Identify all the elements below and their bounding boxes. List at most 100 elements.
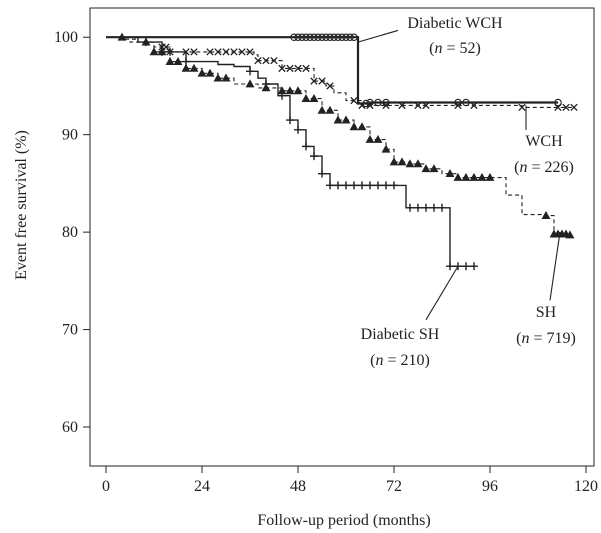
data-point (349, 122, 359, 131)
data-point (470, 262, 478, 271)
y-tick-label: 80 (62, 224, 78, 241)
data-point (190, 48, 198, 56)
data-point (246, 48, 254, 56)
data-point (541, 210, 551, 219)
data-point (286, 64, 294, 73)
data-point (454, 98, 462, 107)
data-point (366, 181, 374, 190)
data-point (453, 172, 463, 181)
data-point (406, 203, 414, 212)
annotation-diabetic-sh: Diabetic SH (n = 210) (361, 326, 440, 369)
data-point (333, 115, 343, 124)
data-point (286, 116, 294, 125)
data-point (325, 105, 335, 114)
data-point (270, 56, 278, 65)
data-point (306, 33, 314, 41)
data-point (149, 47, 159, 56)
data-point (338, 33, 346, 41)
data-point (166, 47, 174, 56)
data-point (302, 33, 310, 41)
annotation-diabetic-wch: Diabetic WCH (n = 52) (407, 15, 503, 57)
data-point (294, 64, 302, 73)
annotation-wch-count: (n = 226) (514, 159, 574, 176)
data-point (310, 33, 318, 41)
data-point (390, 181, 398, 190)
y-tick-label: 60 (62, 419, 78, 436)
series-diabetic-wch (106, 33, 562, 108)
x-axis-label: Follow-up period (months) (257, 512, 430, 529)
y-tick-label: 100 (54, 29, 78, 46)
data-point (341, 115, 351, 124)
data-point (205, 68, 215, 77)
data-point (405, 159, 415, 168)
data-point (254, 56, 262, 65)
annotation-sh-name: SH (536, 304, 557, 321)
leader-line-sh (549, 232, 561, 301)
series-diabetic-sh (106, 36, 478, 271)
data-point (314, 33, 322, 41)
data-point (326, 82, 334, 90)
data-point (477, 172, 487, 181)
annotation-sh: SH (n = 719) (516, 304, 576, 347)
x-axis: 0 24 48 72 96 120 (102, 466, 598, 495)
data-point (238, 48, 246, 56)
data-point (246, 67, 254, 76)
data-point (197, 68, 207, 77)
data-point (262, 80, 270, 89)
plot-area (89, 7, 595, 467)
data-point (302, 64, 310, 73)
data-point (350, 33, 358, 41)
data-point (562, 103, 570, 112)
series-line-diabetic-wch (106, 36, 558, 105)
data-point (309, 93, 319, 103)
x-tick-label: 48 (290, 478, 306, 495)
x-tick-label: 72 (386, 478, 402, 495)
data-point (262, 56, 270, 65)
data-point (554, 98, 562, 107)
data-point (221, 73, 231, 82)
y-axis-label: Event free survival (%) (13, 130, 30, 280)
data-point (285, 86, 295, 95)
data-point (317, 105, 327, 114)
data-point (373, 134, 383, 143)
data-point (298, 33, 306, 41)
data-point (413, 159, 423, 168)
data-point (310, 77, 318, 85)
data-point (445, 169, 455, 178)
data-point (350, 181, 358, 190)
data-point (357, 122, 367, 131)
series-wch (106, 36, 578, 112)
data-point (213, 73, 223, 82)
data-point (365, 134, 375, 143)
series-sh (106, 32, 575, 239)
data-point (366, 98, 374, 107)
data-point (397, 157, 407, 166)
data-point (485, 172, 495, 181)
data-point (334, 181, 342, 190)
series-line-wch (106, 36, 574, 108)
data-point (206, 48, 214, 56)
data-point (278, 91, 286, 100)
data-point (350, 96, 358, 105)
data-point (230, 48, 238, 56)
data-point (469, 172, 479, 181)
series-layer (106, 32, 578, 271)
data-point (461, 172, 471, 181)
data-point (318, 33, 326, 41)
data-point (429, 164, 439, 173)
x-tick-label: 24 (194, 478, 210, 495)
data-point (422, 203, 430, 212)
data-point (518, 103, 526, 112)
data-point (326, 181, 334, 190)
plot-frame (89, 7, 595, 467)
data-point (310, 152, 318, 161)
annotation-diabetic-wch-count: (n = 52) (429, 40, 481, 57)
data-point (302, 142, 310, 151)
data-point (342, 33, 350, 41)
data-point (222, 48, 230, 56)
data-point (462, 98, 470, 107)
x-tick-label: 120 (574, 478, 598, 495)
data-point (189, 63, 199, 72)
annotation-layer (357, 29, 561, 321)
